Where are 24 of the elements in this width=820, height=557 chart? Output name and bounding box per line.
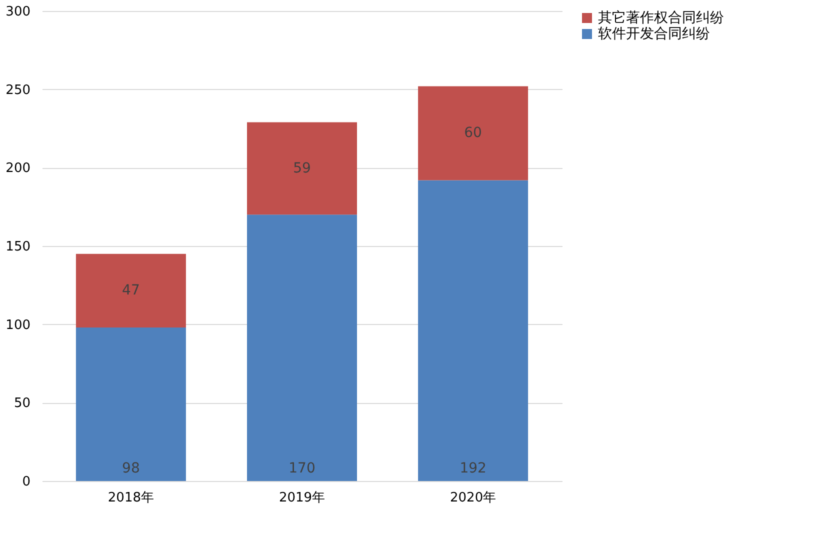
bar	[76, 254, 186, 328]
y-tick-label: 250	[6, 82, 30, 98]
data-label: 192	[460, 460, 486, 476]
x-tick-label: 2020年	[450, 490, 496, 506]
y-tick-label: 200	[6, 161, 30, 176]
bar	[76, 327, 186, 481]
bar	[418, 180, 528, 481]
y-tick-label: 150	[6, 240, 30, 254]
data-label: 60	[464, 125, 482, 142]
legend-label: 软件开发合同纠纷	[598, 26, 710, 42]
y-tick-label: 300	[6, 4, 30, 20]
bar	[247, 214, 357, 481]
data-label: 47	[122, 282, 140, 299]
data-label: 59	[293, 160, 311, 176]
bar	[247, 122, 357, 215]
y-tick-label: 100	[6, 318, 30, 333]
x-tick-label: 2019年	[278, 490, 326, 506]
data-label: 170	[288, 460, 316, 476]
y-tick-label: 0	[22, 474, 30, 490]
bar	[418, 86, 528, 180]
x-tick-label: 2018年	[108, 490, 154, 506]
legend-label: 其它著作权合同纠纷	[598, 10, 724, 26]
y-tick-label: 50	[14, 396, 30, 412]
data-label: 98	[122, 460, 140, 476]
